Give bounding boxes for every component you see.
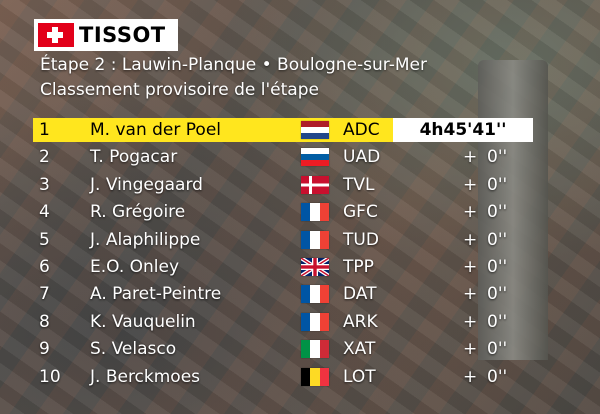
team-code: TVL <box>343 174 375 195</box>
rider-name: J. Berckmoes <box>90 366 201 387</box>
time-gap: 0'' <box>487 174 508 195</box>
time-gap: 0'' <box>487 311 508 332</box>
rider-row: 10 J. Berckmoes LOT +0'' <box>33 365 533 389</box>
gap-plus-sign: + <box>463 339 478 360</box>
rider-name: J. Alaphilippe <box>90 229 201 250</box>
rider-name: A. Paret-Peintre <box>90 284 222 305</box>
rider-row: 4 R. Grégoire GFC +0'' <box>33 200 533 224</box>
tissot-logo: TISSOT <box>34 19 178 51</box>
rank-number: 9 <box>39 339 50 360</box>
gap-plus-sign: + <box>463 311 478 332</box>
team-code: ADC <box>343 120 380 140</box>
classification-table: 1 M. van der Poel ADC 4h45'41'' 2 T. Pogacar U… <box>33 118 533 392</box>
france-flag <box>301 230 329 249</box>
rank-number: 1 <box>39 120 50 140</box>
netherlands-flag <box>301 121 329 139</box>
belgium-flag <box>301 367 329 386</box>
team-code: UAD <box>343 147 381 168</box>
rider-name: S. Velasco <box>90 339 177 360</box>
team-code: LOT <box>343 366 376 387</box>
gap-plus-sign: + <box>463 229 478 250</box>
rank-number: 3 <box>39 174 50 195</box>
rider-row: 7 A. Paret-Peintre DAT +0'' <box>33 282 533 306</box>
rider-name: M. van der Poel <box>90 120 222 140</box>
rider-name: E.O. Onley <box>90 256 180 277</box>
time-gap: 0'' <box>487 229 508 250</box>
slovenia-flag <box>301 148 329 167</box>
team-code: TPP <box>343 256 374 277</box>
team-code: DAT <box>343 284 377 305</box>
france-flag <box>301 285 329 304</box>
rank-number: 8 <box>39 311 50 332</box>
gap-plus-sign: + <box>463 366 478 387</box>
leader-row: 1 M. van der Poel ADC 4h45'41'' <box>33 118 533 142</box>
time-gap: 0'' <box>487 202 508 223</box>
denmark-flag <box>301 175 329 194</box>
rider-row: 9 S. Velasco XAT +0'' <box>33 337 533 361</box>
time-gap: 0'' <box>487 366 508 387</box>
swiss-cross-icon <box>38 23 74 47</box>
rank-number: 7 <box>39 284 50 305</box>
time-gap: 0'' <box>487 284 508 305</box>
rank-number: 10 <box>39 366 61 387</box>
rider-row: 2 T. Pogacar UAD +0'' <box>33 145 533 169</box>
leader-time: 4h45'41'' <box>393 118 533 142</box>
rider-name: K. Vauquelin <box>90 311 196 332</box>
team-code: ARK <box>343 311 378 332</box>
rider-name: T. Pogacar <box>90 147 178 168</box>
time-gap: 0'' <box>487 256 508 277</box>
background-tower <box>478 60 548 360</box>
logo-text: TISSOT <box>79 23 166 47</box>
rider-name: J. Vingegaard <box>90 174 203 195</box>
gap-plus-sign: + <box>463 174 478 195</box>
time-gap: 0'' <box>487 147 508 168</box>
rider-name: R. Grégoire <box>90 202 186 223</box>
classification-subtitle: Classement provisoire de l'étape <box>40 80 319 100</box>
rider-row: 3 J. Vingegaard TVL +0'' <box>33 173 533 197</box>
france-flag <box>301 312 329 331</box>
team-code: XAT <box>343 339 376 360</box>
rider-row: 5 J. Alaphilippe TUD +0'' <box>33 228 533 252</box>
rank-number: 5 <box>39 229 50 250</box>
rider-row: 6 E.O. Onley TPP +0'' <box>33 255 533 279</box>
rank-number: 6 <box>39 256 50 277</box>
gap-plus-sign: + <box>463 256 478 277</box>
rank-number: 2 <box>39 147 50 168</box>
rider-row: 8 K. Vauquelin ARK +0'' <box>33 310 533 334</box>
team-code: TUD <box>343 229 379 250</box>
rank-number: 4 <box>39 202 50 223</box>
gap-plus-sign: + <box>463 284 478 305</box>
france-flag <box>301 203 329 222</box>
stage-title: Étape 2 : Lauwin-Planque • Boulogne-sur-… <box>40 55 427 75</box>
uk-flag <box>301 257 329 276</box>
gap-plus-sign: + <box>463 147 478 168</box>
team-code: GFC <box>343 202 378 223</box>
time-gap: 0'' <box>487 339 508 360</box>
gap-plus-sign: + <box>463 202 478 223</box>
italy-flag <box>301 340 329 359</box>
